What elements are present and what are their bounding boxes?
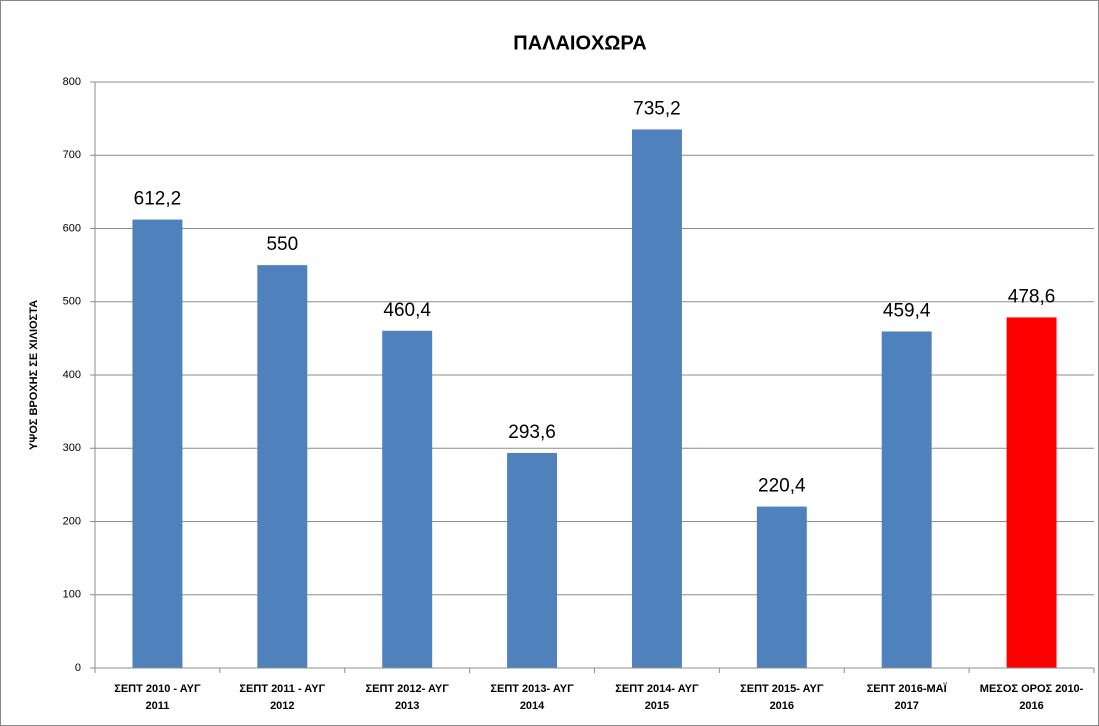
x-tick-label: ΣΕΠΤ 2015- ΑΥΓ 2016: [740, 683, 824, 712]
value-label: 612,2: [134, 189, 182, 210]
value-label: 460,4: [383, 300, 431, 321]
value-label: 459,4: [883, 301, 931, 322]
bar: [1006, 317, 1057, 668]
bar: [382, 330, 433, 668]
bar: [257, 265, 308, 668]
value-label: 550: [266, 234, 298, 255]
y-tick-label: 300: [63, 442, 81, 454]
bar: [631, 129, 682, 668]
bar: [881, 331, 932, 668]
x-tick-label: ΣΕΠΤ 2013- ΑΥΓ 2014: [490, 683, 574, 712]
value-label: 293,6: [508, 422, 556, 443]
value-label: 478,6: [1008, 286, 1056, 307]
bar: [132, 219, 183, 668]
x-tick-label: ΜΕΣΟΣ ΟΡΟΣ 2010- 2016: [979, 683, 1084, 712]
y-tick-label: 700: [63, 149, 81, 161]
x-tick-label: ΣΕΠΤ 2010 - ΑΥΓ 2011: [114, 683, 201, 712]
value-label: 735,2: [633, 98, 681, 119]
bar: [507, 452, 558, 668]
y-axis-title: ΥΨΟΣ ΒΡΟΧΗΣ ΣΕ ΧΙΛΙΟΣΤΑ: [28, 300, 40, 450]
bar: [756, 506, 807, 668]
chart-title: ΠΑΛΑΙΟΧΩΡΑ: [513, 32, 646, 54]
x-tick-label: ΣΕΠΤ 2016-ΜΑΪ 2017: [866, 683, 947, 712]
y-tick-label: 200: [63, 515, 81, 527]
x-tick-label: ΣΕΠΤ 2014- ΑΥΓ 2015: [615, 683, 699, 712]
y-tick-label: 100: [63, 589, 81, 601]
y-tick-label: 400: [63, 369, 81, 381]
y-tick-label: 500: [63, 296, 81, 308]
x-tick-label: ΣΕΠΤ 2011 - ΑΥΓ 2012: [239, 683, 326, 712]
value-label: 220,4: [758, 476, 806, 497]
y-tick-label: 600: [63, 222, 81, 234]
y-tick-label: 0: [75, 662, 81, 674]
y-tick-label: 800: [63, 76, 81, 88]
x-tick-label: ΣΕΠΤ 2012- ΑΥΓ 2013: [365, 683, 449, 712]
